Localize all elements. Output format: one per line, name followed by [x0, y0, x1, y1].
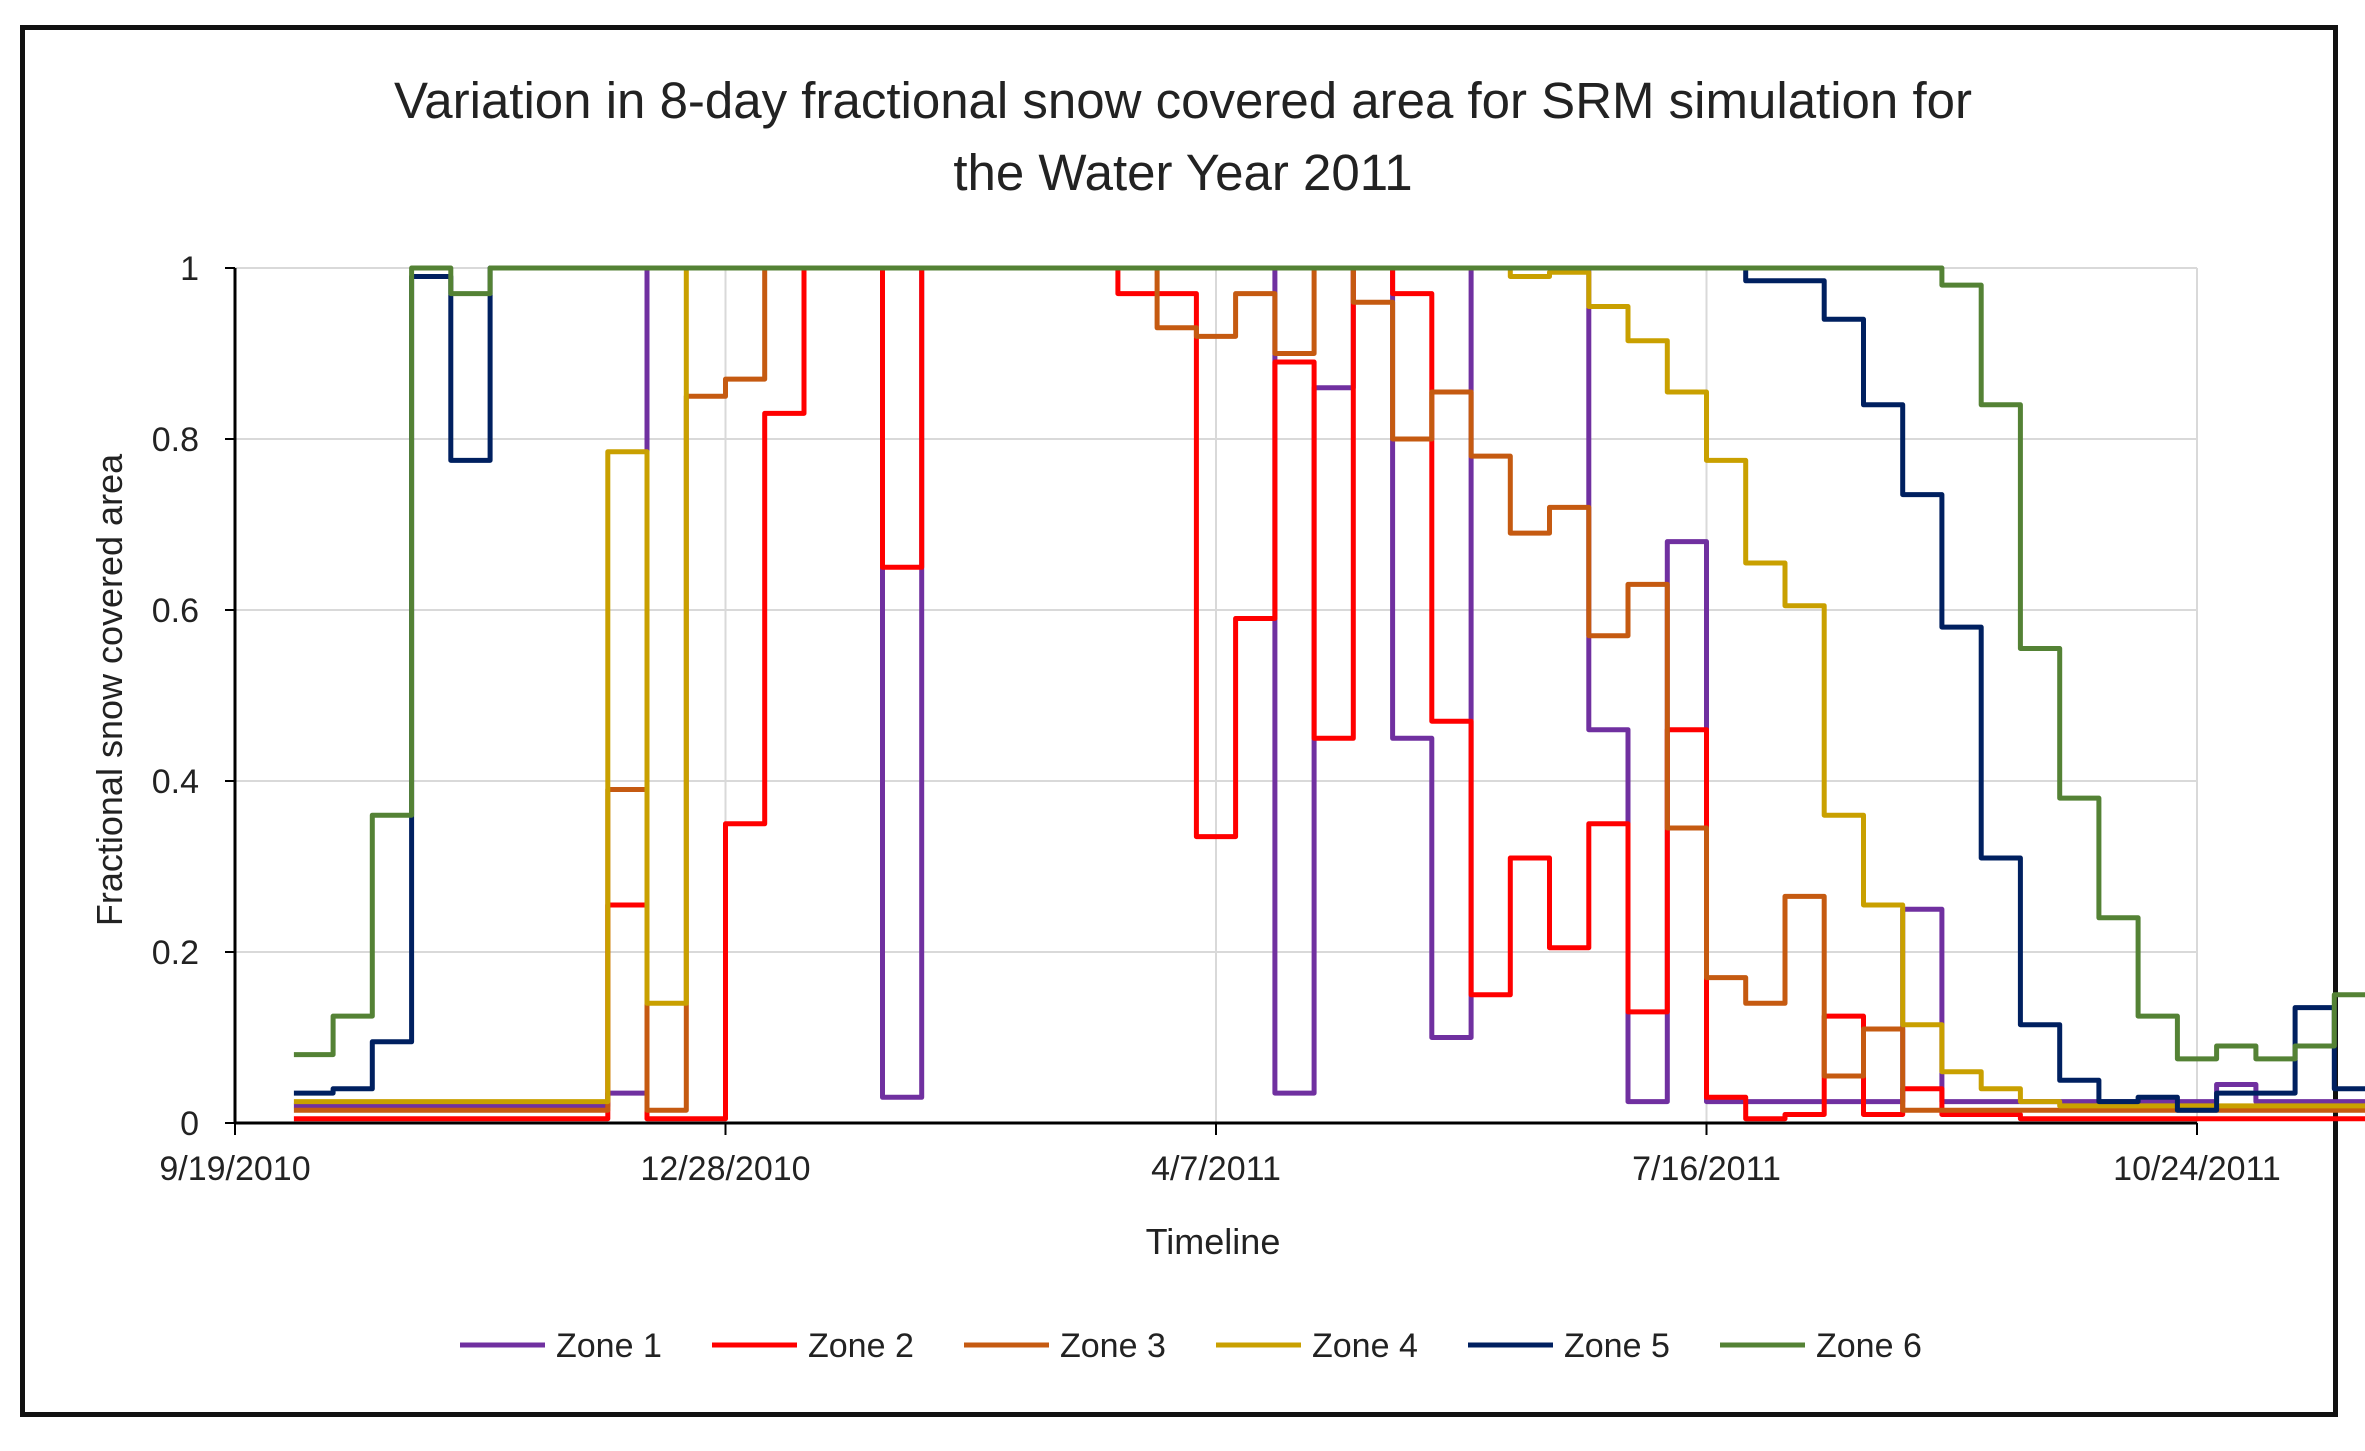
- legend-label-zone-2: Zone 2: [808, 1327, 914, 1365]
- x-tick-label: 10/24/2011: [2113, 1150, 2281, 1188]
- legend-label-zone-6: Zone 6: [1816, 1327, 1922, 1365]
- series-line-zone-3: [293, 265, 2365, 1113]
- series-line-zone-4: [293, 265, 2365, 1109]
- legend: Zone 1 Zone 2 Zone 3 Zone 4 Zone 5 Zone 6: [460, 1327, 1922, 1365]
- x-tick-labels: 9/19/2010 12/28/2010 4/7/2011 7/16/2011 10/2…: [159, 1150, 2280, 1188]
- axes: [225, 267, 2198, 1135]
- legend-label-zone-5: Zone 5: [1564, 1327, 1670, 1365]
- legend-label-zone-1: Zone 1: [556, 1327, 662, 1365]
- series-line-zone-1: [293, 265, 2365, 1109]
- legend-label-zone-3: Zone 3: [1060, 1327, 1166, 1365]
- chart-title-line-2: the Water Year 2011: [953, 144, 1412, 201]
- y-tick-labels: 0 0.2 0.4 0.6 0.8 1: [152, 250, 199, 1143]
- y-tick-label: 0.2: [152, 934, 199, 972]
- y-tick-label: 0: [180, 1105, 199, 1143]
- chart-title: Variation in 8-day fractional snow cover…: [394, 72, 1972, 201]
- y-tick-label: 0.4: [152, 763, 199, 801]
- x-tick-label: 9/19/2010: [159, 1150, 310, 1188]
- y-tick-label: 0.6: [152, 592, 199, 630]
- y-tick-label: 1: [180, 250, 199, 288]
- y-tick-label: 0.8: [152, 421, 199, 459]
- chart-title-line-1: Variation in 8-day fractional snow cover…: [394, 72, 1972, 129]
- series-line-zone-5: [293, 265, 2365, 1113]
- y-axis-label: Fractional snow covered area: [89, 453, 130, 926]
- legend-label-zone-4: Zone 4: [1312, 1327, 1418, 1365]
- x-tick-label: 7/16/2011: [1632, 1150, 1781, 1188]
- series-line-zone-2: [293, 265, 2365, 1122]
- series-line-zone-6: [293, 265, 2365, 1062]
- x-tick-label: 4/7/2011: [1151, 1150, 1281, 1188]
- plot-series: [293, 265, 2365, 1122]
- chart-frame: [20, 25, 2338, 1417]
- x-tick-label: 12/28/2010: [640, 1150, 810, 1188]
- x-axis-label: Timeline: [1146, 1221, 1281, 1262]
